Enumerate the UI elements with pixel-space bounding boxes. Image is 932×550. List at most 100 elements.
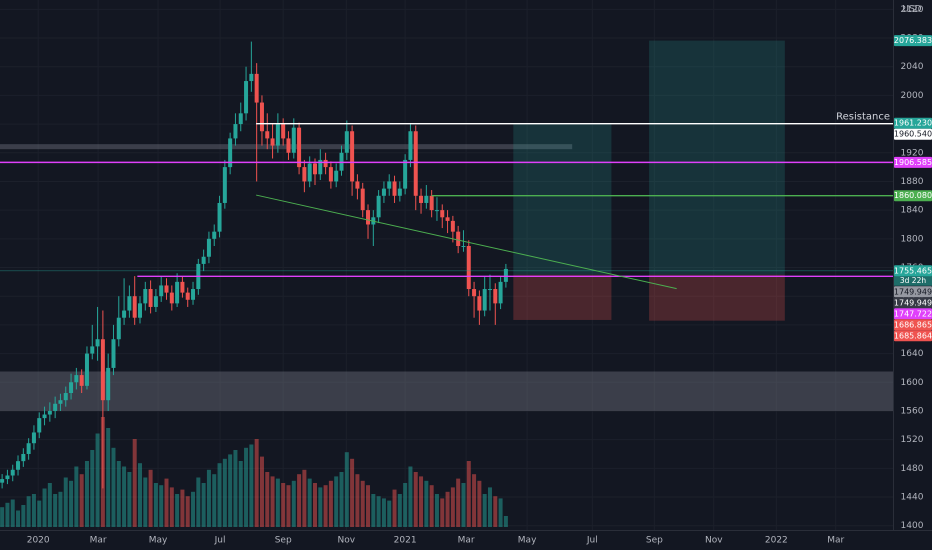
x-tick-label: Sep xyxy=(275,536,292,546)
currency-label: USD xyxy=(902,5,921,15)
candle-body xyxy=(275,124,280,146)
volume-bar xyxy=(233,450,238,527)
volume-bar xyxy=(84,461,89,527)
candle-body xyxy=(344,131,349,153)
volume-bar xyxy=(376,496,381,527)
volume-bar xyxy=(206,469,211,527)
price-label: 1749.949 xyxy=(894,298,932,307)
volume-bar xyxy=(456,478,461,527)
candle-body xyxy=(100,339,105,401)
candle-body xyxy=(482,289,487,311)
volume-bar xyxy=(487,487,492,527)
x-tick-label: Mar xyxy=(458,536,475,546)
price-label-bg xyxy=(894,35,932,47)
x-tick-label: Sep xyxy=(646,536,663,546)
volume-bar xyxy=(307,478,312,527)
candle-body xyxy=(318,159,323,175)
x-tick-label: May xyxy=(149,536,168,546)
volume-bar xyxy=(212,474,217,527)
price-label-bg xyxy=(894,190,932,202)
volume-bar xyxy=(259,456,264,527)
candle-body xyxy=(206,238,211,257)
candle-body xyxy=(116,317,121,340)
candle-body xyxy=(254,73,259,103)
volume-bar xyxy=(275,478,280,527)
x-tick-label: Nov xyxy=(337,536,355,546)
x-tick-label: 2021 xyxy=(394,536,417,546)
x-tick-label: Nov xyxy=(705,536,723,546)
candle-body xyxy=(132,296,137,318)
y-tick-label: 2040 xyxy=(901,62,924,72)
volume-bar xyxy=(185,496,190,527)
candle-body xyxy=(233,124,238,139)
volume-bar xyxy=(148,469,153,527)
candle-body xyxy=(434,210,439,212)
candle-body xyxy=(503,268,508,282)
volume-bar xyxy=(366,485,371,527)
candle-body xyxy=(334,170,339,182)
candle-body xyxy=(16,461,21,470)
candle-body xyxy=(413,131,418,196)
volume-bar xyxy=(312,483,317,527)
candle-body xyxy=(487,289,492,291)
volume-bar xyxy=(360,480,365,527)
candle-body xyxy=(10,469,15,476)
x-tick-label: 2020 xyxy=(27,536,50,546)
candle-body xyxy=(312,163,317,175)
candle-body xyxy=(450,220,455,232)
price-label: 2076.383 xyxy=(894,36,932,45)
candle-body xyxy=(302,167,307,182)
candle-body xyxy=(53,403,58,411)
candle-body xyxy=(265,131,270,139)
candle-body xyxy=(376,195,381,218)
y-tick-label: 1880 xyxy=(901,177,924,187)
price-label: 1860.080 xyxy=(894,191,932,200)
candle-body xyxy=(350,131,355,182)
volume-bar xyxy=(116,461,121,527)
candle-body xyxy=(429,195,434,211)
volume-bar xyxy=(371,494,376,527)
candle-body xyxy=(21,453,26,462)
candle-body xyxy=(31,432,36,444)
volume-bar xyxy=(286,485,291,527)
volume-bar xyxy=(334,476,339,527)
y-tick-label: 1400 xyxy=(901,521,924,531)
candle-body xyxy=(122,310,127,318)
volume-bar xyxy=(350,458,355,527)
x-tick-label: May xyxy=(518,536,537,546)
volume-bar xyxy=(10,499,15,527)
y-tick-label: 2120 xyxy=(901,5,924,15)
y-tick-label: 2000 xyxy=(901,91,924,101)
candle-body xyxy=(201,256,206,264)
price-label: 1749.949 xyxy=(894,287,932,296)
candle-body xyxy=(111,339,116,368)
y-tick-label: 1840 xyxy=(901,206,924,216)
volume-bar xyxy=(127,472,132,527)
volume-bar xyxy=(413,472,418,527)
volume-bar xyxy=(106,428,111,527)
candle-body xyxy=(498,281,503,304)
price-label-bg xyxy=(894,128,932,140)
price-label: 1685.864 xyxy=(894,331,932,340)
volume-bar xyxy=(482,494,487,527)
volume-bar xyxy=(429,485,434,527)
candle-body xyxy=(79,375,84,386)
candle-body xyxy=(37,418,42,433)
candle-body xyxy=(26,443,31,454)
volume-bar xyxy=(201,483,206,527)
x-tick-label: Jul xyxy=(214,536,226,546)
volume-bar xyxy=(408,466,413,527)
volume-bar xyxy=(58,491,63,527)
volume-bar xyxy=(297,474,302,527)
candle-body xyxy=(69,382,74,394)
volume-bar xyxy=(450,487,455,527)
price-label-bg xyxy=(894,156,932,168)
y-tick-label: 1520 xyxy=(901,435,924,445)
price-label: 1747.722 xyxy=(894,309,932,318)
volume-bar xyxy=(228,454,233,527)
volume-bar xyxy=(339,472,344,527)
volume-bar xyxy=(424,480,429,527)
volume-bar xyxy=(69,480,74,527)
candle-body xyxy=(84,353,89,386)
